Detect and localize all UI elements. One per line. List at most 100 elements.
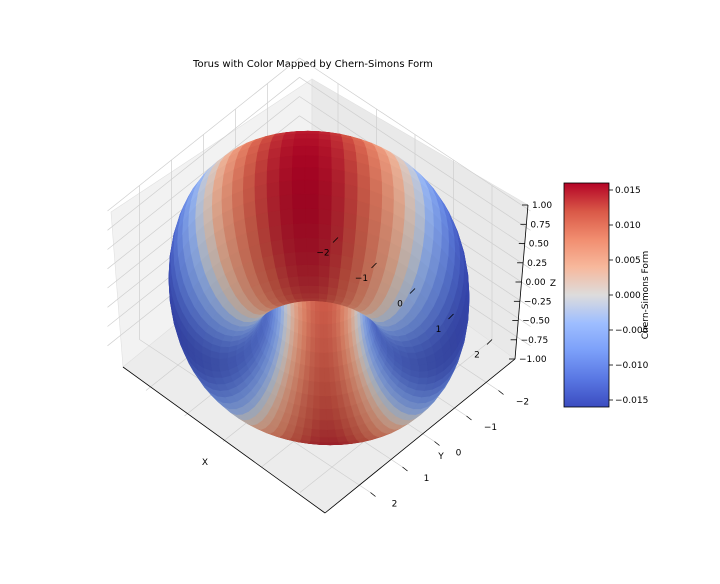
x-tick-label: 1 (436, 325, 442, 335)
surface-patch (330, 209, 345, 228)
z-axis: −1.00 −0.75 −0.50 −0.25 0.00 0.25 0.50 0.75 1.00… (509, 201, 556, 365)
y-tick-mark (466, 415, 472, 421)
surface-patch (282, 237, 296, 254)
surface-patch (295, 251, 308, 266)
x-tick-label: −2 (316, 249, 329, 259)
chart-title: Torus with Color Mapped by Chern-Simons … (192, 59, 433, 70)
x-tick-mark (409, 288, 416, 294)
colorbar-tick-label: 0.000 (615, 291, 641, 301)
surface-patch (218, 345, 230, 353)
surface-patch (318, 366, 326, 383)
colorbar-tick-label: −0.015 (615, 396, 648, 406)
z-tick-label: −1.00 (519, 355, 547, 365)
surface-patch (318, 285, 329, 295)
surface-patch (300, 292, 311, 299)
z-axis-label: Z (550, 279, 556, 289)
surface-patch (305, 145, 319, 157)
colorbar: −0.015 −0.010 −0.005 0.000 0.005 0.010 0.015 C… (563, 182, 651, 408)
surface-patch (329, 238, 343, 256)
z-tick-label: 0.75 (530, 220, 550, 230)
x-tick-mark (486, 339, 493, 345)
x-tick-mark (448, 313, 454, 320)
z-tick-label: 1.00 (532, 201, 552, 211)
colorbar-gradient (563, 182, 610, 408)
surface-patch (272, 252, 287, 268)
surface-patch (297, 275, 310, 287)
surface-patch (279, 179, 293, 196)
surface-patch (293, 222, 307, 239)
surface-patch (266, 195, 281, 213)
surface-patch (280, 223, 295, 240)
surface-patch (218, 352, 229, 360)
surface-patch (317, 193, 332, 211)
surface-patch (335, 321, 342, 338)
surface-patch (318, 275, 330, 287)
surface-patch (319, 436, 330, 443)
surface-patch (318, 337, 325, 353)
surface-patch (305, 308, 311, 324)
y-tick-label: 2 (392, 500, 398, 510)
surface-patch (408, 357, 420, 366)
surface-patch (304, 193, 319, 210)
surface-patch (327, 323, 333, 339)
surface-patch (317, 223, 332, 240)
surface-patch (328, 252, 342, 268)
x-axis-label: X (202, 458, 208, 468)
surface-patch (318, 395, 327, 410)
surface-patch (293, 237, 308, 253)
surface-patch (305, 222, 319, 239)
surface-patch (297, 318, 303, 336)
surface-patch (317, 146, 332, 158)
surface-patch (418, 370, 429, 378)
surface-patch (318, 352, 325, 368)
surface-patch (317, 167, 332, 182)
surface-patch (314, 323, 320, 339)
surface-patch (301, 320, 307, 337)
surface-patch (291, 166, 306, 181)
surface-patch (331, 309, 337, 324)
surface-patch (310, 322, 316, 338)
x-tick-mark (332, 237, 339, 243)
surface-patch (328, 265, 341, 280)
torus-surface (168, 130, 470, 446)
surface-patch (309, 336, 316, 353)
surface-patch (318, 264, 330, 278)
surface-patch (330, 195, 345, 213)
surface-patch (318, 323, 325, 339)
x-axis: −2 −1 0 1 2 X (122, 237, 493, 514)
surface-patch (313, 351, 320, 368)
x-tick-label: −1 (355, 274, 368, 284)
surface-patch (292, 207, 307, 224)
colorbar-tick-label: 0.010 (615, 221, 641, 231)
surface-patch (308, 285, 319, 294)
surface-patch (317, 208, 332, 226)
surface-patch (292, 193, 306, 210)
z-tick-label: −0.50 (522, 317, 550, 327)
surface-patch (312, 394, 320, 409)
surface-patch (299, 285, 311, 294)
surface-patch (313, 366, 320, 383)
y-tick-mark (402, 466, 408, 472)
y-axis: −2 −1 0 1 2 Y (324, 358, 529, 514)
surface-patch (304, 179, 319, 195)
surface-patch (285, 264, 299, 278)
surface-patch (279, 193, 294, 211)
surface-patch (266, 168, 281, 184)
y-tick-label: −2 (516, 398, 529, 408)
surface-patch (292, 145, 307, 157)
surface-patch (318, 310, 325, 325)
surface-patch (417, 377, 428, 385)
surface-patch (313, 380, 320, 397)
surface-patch (323, 323, 329, 339)
x-tick-label: 2 (474, 351, 480, 361)
colorbar-tick-label: −0.010 (615, 361, 649, 371)
surface-patch (330, 181, 345, 198)
surface-patch (218, 357, 229, 366)
z-tick-label: 0.25 (527, 259, 547, 269)
y-tick-mark (434, 441, 440, 446)
y-tick-label: −1 (484, 423, 497, 433)
surface-patch (305, 133, 319, 140)
surface-patch (293, 133, 308, 140)
surface-patch (319, 408, 327, 421)
